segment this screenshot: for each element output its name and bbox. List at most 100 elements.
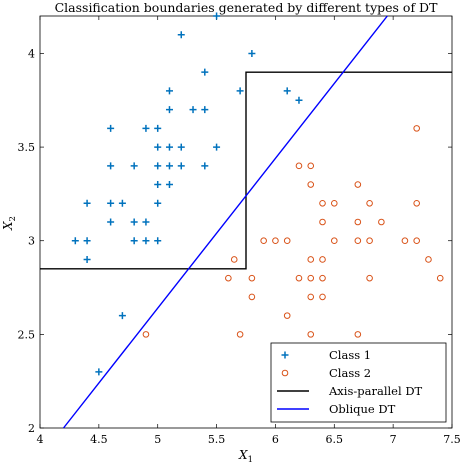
data-points bbox=[71, 12, 444, 376]
class-1-point bbox=[177, 31, 185, 39]
class-2-point bbox=[283, 237, 291, 245]
chart-title: Classification boundaries generated by d… bbox=[55, 0, 438, 15]
class-2-point bbox=[272, 237, 279, 245]
class-1-point bbox=[201, 106, 209, 114]
class-1-point bbox=[142, 124, 150, 132]
class-1-point bbox=[130, 218, 138, 226]
class-2-point bbox=[283, 312, 291, 319]
y-tick-label: 2.5 bbox=[18, 328, 36, 341]
x-tick-label: 5 bbox=[154, 433, 161, 446]
boundary-lines bbox=[40, 15, 452, 429]
x-tick-label: 5.5 bbox=[208, 433, 226, 446]
y-axis-label-sub: 2 bbox=[8, 216, 18, 221]
class-2-point bbox=[260, 237, 267, 245]
oblique-dt-line bbox=[62, 15, 388, 429]
x-tick-label: 7 bbox=[390, 433, 397, 446]
legend-swatch bbox=[281, 351, 289, 359]
class-2-point bbox=[295, 274, 303, 282]
class-2-point bbox=[354, 331, 362, 338]
class-1-point bbox=[165, 162, 173, 170]
class-1-point bbox=[154, 181, 162, 189]
class-2-point bbox=[248, 274, 256, 282]
legend-label: Oblique DT bbox=[329, 402, 396, 416]
tick-labels: 4 4.5 5 5.5 6 6.5 7 7.5 2 2.5 3 3.5 4 bbox=[18, 47, 461, 446]
class-2-point bbox=[413, 199, 420, 207]
x-tick-label: 6 bbox=[272, 433, 279, 446]
legend-label: Class 2 bbox=[329, 366, 371, 380]
class-1-point bbox=[154, 143, 162, 151]
class-2-point bbox=[319, 274, 326, 282]
class-1-point bbox=[154, 237, 162, 245]
class-1-point bbox=[83, 255, 91, 263]
legend-label: Class 1 bbox=[329, 348, 371, 362]
class-1-point bbox=[201, 162, 209, 170]
class-2-point bbox=[366, 199, 373, 207]
class-1-point bbox=[165, 106, 173, 114]
class-2-point bbox=[236, 331, 244, 338]
x-axis-label-main: X bbox=[238, 448, 248, 462]
class-2-point bbox=[295, 162, 303, 170]
class-1-point bbox=[154, 162, 162, 170]
y-tick-label: 2 bbox=[28, 422, 35, 435]
x-tick-label: 6.5 bbox=[326, 433, 344, 446]
y-tick-label: 4 bbox=[28, 47, 35, 60]
class-1-point bbox=[165, 87, 173, 95]
y-axis-label: X2 bbox=[1, 216, 18, 231]
class-1-point bbox=[236, 87, 244, 95]
class-2-point bbox=[319, 256, 326, 263]
x-axis-label: X1 bbox=[238, 448, 253, 465]
legend: Class 1 Class 2 Axis-parallel DT Oblique DT bbox=[270, 342, 447, 423]
class-1-point bbox=[248, 49, 256, 57]
y-tick-label: 3.5 bbox=[18, 141, 36, 154]
axis-parallel-dt-line bbox=[40, 71, 452, 270]
class-2-point bbox=[230, 256, 238, 263]
class-2-point bbox=[307, 274, 315, 282]
class-2-point bbox=[225, 274, 232, 282]
plot-area-border bbox=[39, 15, 453, 429]
x-tick-label: 4 bbox=[37, 433, 44, 446]
y-tick-label: 3 bbox=[28, 235, 35, 248]
class-1-point bbox=[213, 143, 221, 151]
class-2-point bbox=[307, 256, 315, 263]
axes-frame bbox=[39, 15, 453, 429]
class-1-point bbox=[154, 199, 162, 207]
legend-swatch bbox=[281, 369, 289, 377]
class-2-point bbox=[378, 218, 385, 226]
class-1-point bbox=[107, 218, 115, 226]
class-2-point bbox=[425, 256, 432, 263]
tick-marks bbox=[39, 16, 453, 429]
class-2-point bbox=[330, 237, 338, 245]
class-1-point bbox=[130, 237, 138, 245]
class-2-point bbox=[248, 293, 256, 301]
class-1-point bbox=[118, 312, 126, 320]
class-2-point bbox=[354, 218, 362, 226]
class-1-point bbox=[142, 218, 150, 226]
x-tick-label: 4.5 bbox=[90, 433, 108, 446]
x-axis-label-sub: 1 bbox=[248, 455, 253, 465]
class-1-point bbox=[177, 162, 185, 170]
class-2-point bbox=[354, 237, 362, 245]
class-2-point bbox=[330, 199, 338, 207]
class-1-point bbox=[107, 124, 115, 132]
class-1-point bbox=[201, 68, 209, 76]
class-1-point bbox=[142, 237, 150, 245]
class-1-point bbox=[118, 199, 126, 207]
class-1-point bbox=[107, 199, 115, 207]
class-2-point bbox=[319, 199, 326, 207]
class-2-point bbox=[319, 218, 326, 226]
class-2-point bbox=[354, 181, 362, 188]
class-2-point bbox=[307, 331, 315, 338]
class-1-point bbox=[165, 181, 173, 189]
class-2-point bbox=[366, 274, 373, 282]
class-1-point bbox=[83, 237, 91, 245]
class-2-point bbox=[319, 293, 326, 301]
class-1-point bbox=[71, 237, 79, 245]
legend-label: Axis-parallel DT bbox=[328, 384, 423, 398]
class-2-point bbox=[436, 274, 444, 282]
class-2-point bbox=[413, 125, 420, 132]
class-1-point bbox=[165, 143, 173, 151]
class-1-point bbox=[189, 106, 197, 114]
class-1-point bbox=[83, 199, 91, 207]
class-1-point bbox=[154, 124, 162, 132]
